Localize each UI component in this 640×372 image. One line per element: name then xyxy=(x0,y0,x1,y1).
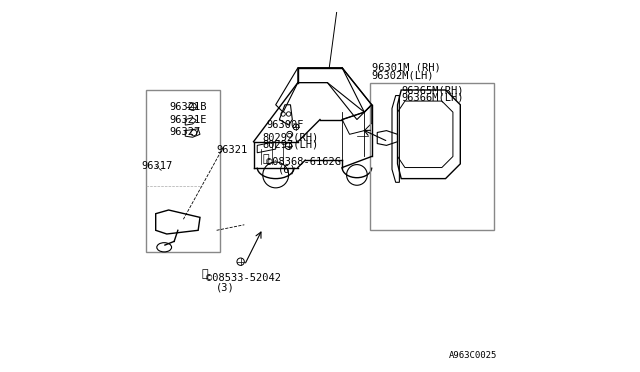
Text: 96321: 96321 xyxy=(216,145,248,155)
Text: ©08368-6162G: ©08368-6162G xyxy=(266,157,342,167)
Text: 96301M (RH): 96301M (RH) xyxy=(372,63,440,73)
Text: 80292(RH): 80292(RH) xyxy=(263,132,319,142)
Text: A963C0025: A963C0025 xyxy=(449,351,497,360)
Text: Ⓢ: Ⓢ xyxy=(202,269,208,279)
Text: Ⓢ: Ⓢ xyxy=(262,154,269,164)
Text: 96302M(LH): 96302M(LH) xyxy=(372,70,434,80)
Text: 96321E: 96321E xyxy=(170,115,207,125)
Text: 96365M(RH): 96365M(RH) xyxy=(401,85,464,95)
Text: (6): (6) xyxy=(278,164,296,174)
Text: 96317: 96317 xyxy=(141,161,172,171)
Text: 80293(LH): 80293(LH) xyxy=(263,140,319,150)
Text: (3): (3) xyxy=(216,283,235,292)
Text: ©08533-52042: ©08533-52042 xyxy=(205,273,280,283)
Text: 96327: 96327 xyxy=(170,128,200,138)
Text: 96366M(LH): 96366M(LH) xyxy=(401,92,464,102)
Text: 96321B: 96321B xyxy=(170,102,207,112)
Text: 96300F: 96300F xyxy=(266,120,304,130)
